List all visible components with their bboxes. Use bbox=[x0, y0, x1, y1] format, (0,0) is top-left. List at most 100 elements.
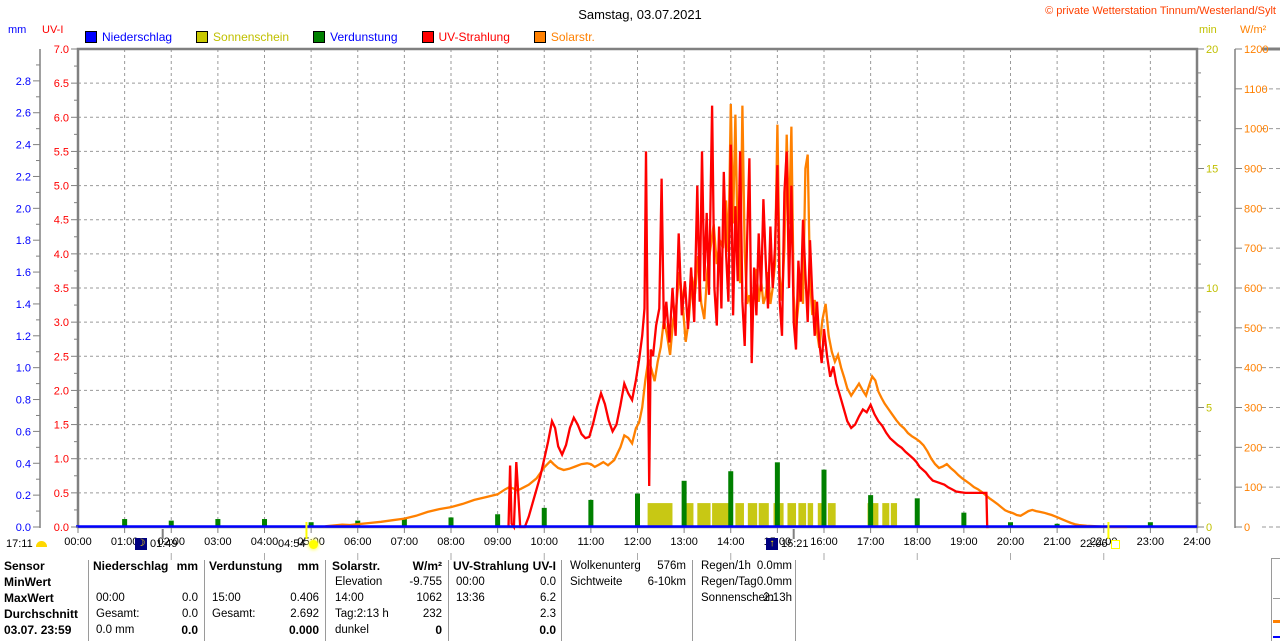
mm-axis-tick-label: 2.2 bbox=[16, 171, 31, 183]
mm-axis-tick-label: 1.8 bbox=[16, 235, 31, 247]
sun-moon-time: 04:54 bbox=[278, 538, 306, 550]
stat-value: 0.406 bbox=[290, 592, 319, 604]
x-axis-tick-label: 21:00 bbox=[1043, 536, 1071, 548]
legend-label: Sonnenschein bbox=[213, 30, 290, 44]
w-axis-tick-label: 500 bbox=[1244, 323, 1262, 335]
uv-axis-tick-label: 4.0 bbox=[54, 249, 69, 261]
sunshine-bar bbox=[787, 503, 797, 526]
stat-value: 6-10km bbox=[647, 576, 686, 588]
evaporation-bar bbox=[308, 522, 314, 526]
legend-swatch-icon bbox=[85, 31, 97, 43]
legend-label: Niederschlag bbox=[102, 30, 173, 44]
x-axis-tick-label: 14:00 bbox=[717, 536, 745, 548]
mm-axis-tick-label: 0.8 bbox=[16, 395, 31, 407]
evaporation-bar bbox=[588, 499, 594, 526]
uv-axis-tick-label: 2.5 bbox=[54, 351, 69, 363]
legend-item: Niederschlag bbox=[85, 30, 172, 44]
w-axis-tick-label: 1200 bbox=[1244, 44, 1268, 56]
sun-moon-item: 22:06 bbox=[1080, 538, 1120, 550]
stat-label: 00:00 bbox=[96, 592, 125, 604]
stat-value: 2.3 bbox=[540, 608, 556, 620]
solar-radiation-line bbox=[322, 103, 1128, 529]
table-separator bbox=[204, 560, 205, 641]
evaporation-bar bbox=[541, 507, 547, 526]
row-header: 03.07. 23:59 bbox=[4, 623, 72, 637]
sun-moon-time: 01:49 bbox=[150, 538, 178, 550]
stat-value: 0.0mm bbox=[756, 576, 792, 588]
evaporation-bar bbox=[868, 495, 874, 526]
stat-label: Wolkenunterg bbox=[570, 560, 641, 572]
min-axis-tick-label: 5 bbox=[1206, 403, 1212, 415]
evaporation-bar bbox=[401, 519, 407, 526]
stat-label: 0.0 mm bbox=[96, 624, 135, 636]
mm-axis-tick-label: 0.4 bbox=[16, 458, 31, 470]
sun-moon-time: 17:11 bbox=[6, 538, 33, 550]
sunshine-bar bbox=[758, 503, 769, 526]
column-title: Niederschlag bbox=[93, 559, 169, 573]
sun-moon-item: ☽ 01:49 bbox=[135, 538, 178, 550]
column-title: Verdunstung bbox=[209, 559, 283, 573]
sun-moon-item: ↑ 15:21 bbox=[766, 538, 809, 550]
x-axis-tick-label: 02:00 bbox=[157, 536, 185, 548]
stat-label: Regen/Tag bbox=[701, 576, 757, 588]
row-header: Sensor bbox=[4, 559, 45, 573]
stat-value: 6.2 bbox=[540, 592, 556, 604]
stat-value: 1062 bbox=[416, 592, 442, 604]
moon-horizon-icon bbox=[35, 541, 47, 547]
x-axis-tick-label: 17:00 bbox=[857, 536, 885, 548]
evaporation-bar bbox=[122, 519, 128, 526]
column-unit: mm bbox=[297, 559, 319, 573]
x-axis-tick-label: 18:00 bbox=[903, 536, 931, 548]
evaporation-bar bbox=[914, 498, 920, 526]
evaporation-bar bbox=[635, 493, 640, 526]
sunrise-icon bbox=[308, 539, 318, 549]
stat-label: Gesamt: bbox=[96, 608, 140, 620]
sunshine-bar bbox=[735, 503, 744, 526]
column-title: Solarstr. bbox=[332, 559, 381, 573]
legend-swatch-icon bbox=[196, 31, 209, 43]
uv-axis-tick-label: 0.0 bbox=[54, 522, 69, 534]
mm-axis-tick-label: 2.6 bbox=[16, 108, 31, 120]
table-separator bbox=[795, 560, 796, 641]
legend-item: Sonnenschein bbox=[196, 30, 289, 44]
uv-axis-unit-label: UV-I bbox=[42, 24, 64, 36]
stat-label: Tag:2:13 h bbox=[335, 608, 389, 620]
table-separator bbox=[325, 560, 326, 641]
sunshine-bar bbox=[890, 503, 898, 526]
stat-value: 0.0 bbox=[181, 623, 198, 637]
column-unit: W/m² bbox=[412, 559, 442, 573]
evaporation-bar bbox=[961, 512, 967, 526]
x-axis-tick-label: 04:00 bbox=[251, 536, 279, 548]
sunshine-bar bbox=[682, 503, 694, 526]
evaporation-bar bbox=[495, 514, 501, 526]
sunshine-bar bbox=[882, 503, 890, 526]
w-axis-tick-label: 200 bbox=[1244, 442, 1262, 454]
sun-moon-time: 22:06 bbox=[1080, 538, 1108, 550]
x-axis-tick-label: 23:00 bbox=[1137, 536, 1165, 548]
x-axis-tick-label: 08:00 bbox=[437, 536, 465, 548]
min-axis-tick-label: 20 bbox=[1206, 44, 1218, 56]
w-axis-tick-label: 300 bbox=[1244, 403, 1262, 415]
uv-axis-tick-label: 0.5 bbox=[54, 488, 69, 500]
moonrise-badge-icon: ☽ bbox=[135, 538, 147, 550]
mm-axis-tick-label: 2.4 bbox=[16, 140, 31, 152]
stat-value: 0.000 bbox=[288, 623, 319, 637]
table-separator bbox=[692, 560, 693, 641]
stat-value: 0.0mm bbox=[756, 560, 792, 572]
legend-label: UV-Strahlung bbox=[438, 30, 510, 44]
column-title: UV-Strahlung bbox=[453, 559, 530, 573]
legend-label: Verdunstung bbox=[330, 30, 398, 44]
mm-axis-tick-label: 1.6 bbox=[16, 267, 31, 279]
sunshine-bar bbox=[827, 503, 836, 526]
w-axis-tick-label: 1100 bbox=[1244, 84, 1268, 96]
w-axis-tick-label: 0 bbox=[1244, 522, 1250, 534]
evaporation-bar bbox=[1147, 522, 1153, 526]
stat-label: Elevation bbox=[335, 576, 383, 588]
evaporation-bar bbox=[681, 480, 687, 526]
stat-label: Regen/1h bbox=[701, 560, 751, 572]
stat-value: 232 bbox=[422, 608, 442, 620]
sun-moon-times-row: 17:11 ☽ 01:49 04:54 ↑ 15:21 22:06 bbox=[0, 538, 1280, 555]
sun-moon-item: 17:11 bbox=[6, 538, 47, 550]
stat-label: Sichtweite bbox=[570, 576, 623, 588]
